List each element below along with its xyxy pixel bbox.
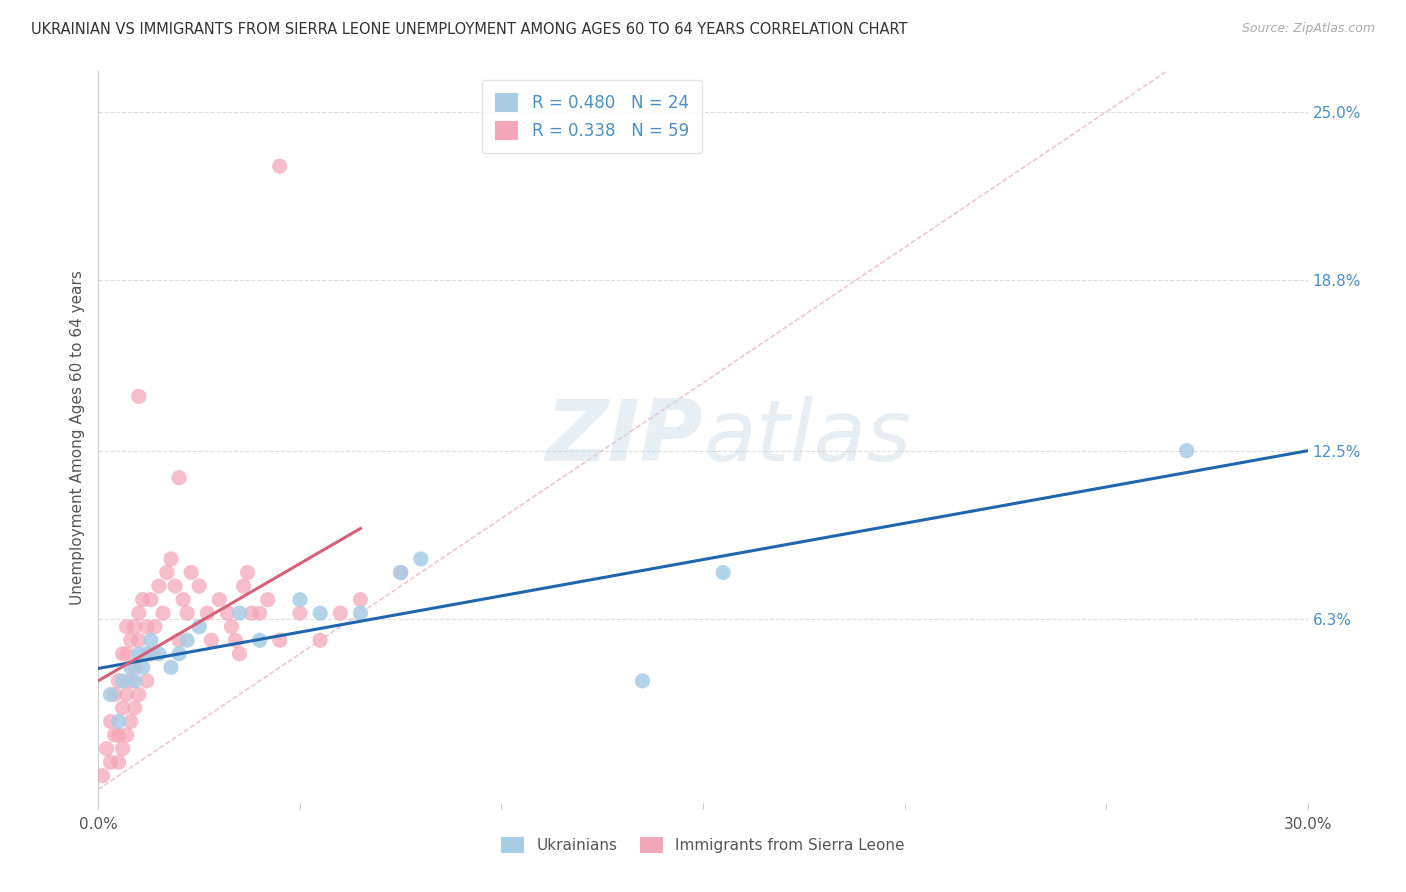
Point <box>208 592 231 607</box>
Point <box>139 633 162 648</box>
Point <box>1175 443 1198 458</box>
Point <box>111 741 134 756</box>
Point <box>124 701 146 715</box>
Point <box>107 728 129 742</box>
Point <box>249 606 271 620</box>
Point <box>221 620 243 634</box>
Point <box>115 688 138 702</box>
Point <box>188 579 211 593</box>
Point <box>172 592 194 607</box>
Point <box>128 606 150 620</box>
Point <box>309 633 332 648</box>
Point <box>188 620 211 634</box>
Point <box>217 606 239 620</box>
Point <box>107 755 129 769</box>
Point <box>167 633 190 648</box>
Point <box>120 633 142 648</box>
Point <box>100 755 122 769</box>
Point <box>120 660 142 674</box>
Point <box>148 579 170 593</box>
Text: Source: ZipAtlas.com: Source: ZipAtlas.com <box>1241 22 1375 36</box>
Point <box>240 606 263 620</box>
Point <box>160 552 183 566</box>
Point <box>100 688 122 702</box>
Point <box>148 647 170 661</box>
Point <box>111 673 134 688</box>
Point <box>228 606 250 620</box>
Point <box>107 714 129 729</box>
Point <box>167 471 190 485</box>
Point <box>160 660 183 674</box>
Point <box>288 592 311 607</box>
Y-axis label: Unemployment Among Ages 60 to 64 years: Unemployment Among Ages 60 to 64 years <box>69 269 84 605</box>
Point <box>135 647 157 661</box>
Point <box>176 633 198 648</box>
Point <box>128 688 150 702</box>
Point <box>100 714 122 729</box>
Legend: Ukrainians, Immigrants from Sierra Leone: Ukrainians, Immigrants from Sierra Leone <box>494 830 912 861</box>
Point <box>124 620 146 634</box>
Point <box>132 660 155 674</box>
Point <box>309 606 332 620</box>
Point <box>232 579 254 593</box>
Point <box>329 606 352 620</box>
Point <box>195 606 218 620</box>
Point <box>139 592 162 607</box>
Point <box>128 389 150 403</box>
Point <box>135 673 157 688</box>
Point <box>124 660 146 674</box>
Text: ZIP: ZIP <box>546 395 703 479</box>
Point <box>711 566 734 580</box>
Point <box>139 647 162 661</box>
Point <box>349 606 371 620</box>
Point <box>389 566 412 580</box>
Point <box>152 606 174 620</box>
Point <box>128 633 150 648</box>
Point <box>224 633 246 648</box>
Point <box>409 552 432 566</box>
Point <box>236 566 259 580</box>
Point <box>269 633 291 648</box>
Point <box>256 592 278 607</box>
Point <box>132 592 155 607</box>
Point <box>115 728 138 742</box>
Point <box>180 566 202 580</box>
Point <box>103 688 125 702</box>
Point <box>135 620 157 634</box>
Point <box>631 673 654 688</box>
Point <box>103 728 125 742</box>
Point <box>96 741 118 756</box>
Point <box>167 647 190 661</box>
Point <box>124 673 146 688</box>
Point <box>143 620 166 634</box>
Text: atlas: atlas <box>703 395 911 479</box>
Point <box>115 647 138 661</box>
Point <box>389 566 412 580</box>
Point <box>228 647 250 661</box>
Point <box>176 606 198 620</box>
Point <box>163 579 186 593</box>
Point <box>269 159 291 173</box>
Point <box>111 647 134 661</box>
Point <box>249 633 271 648</box>
Point <box>120 673 142 688</box>
Point <box>128 647 150 661</box>
Point <box>111 701 134 715</box>
Point <box>156 566 179 580</box>
Point <box>200 633 222 648</box>
Point <box>115 620 138 634</box>
Text: UKRAINIAN VS IMMIGRANTS FROM SIERRA LEONE UNEMPLOYMENT AMONG AGES 60 TO 64 YEARS: UKRAINIAN VS IMMIGRANTS FROM SIERRA LEON… <box>31 22 907 37</box>
Point <box>120 714 142 729</box>
Point <box>91 769 114 783</box>
Point <box>288 606 311 620</box>
Point <box>107 673 129 688</box>
Point <box>349 592 371 607</box>
